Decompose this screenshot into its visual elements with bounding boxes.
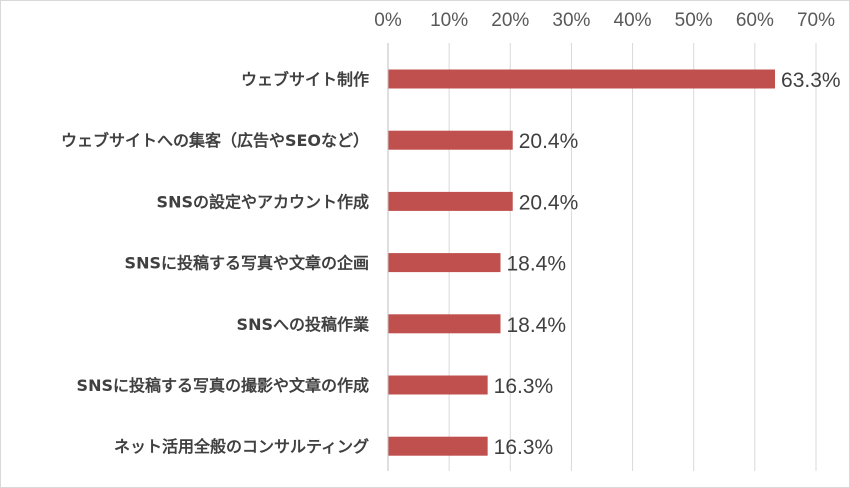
bar bbox=[388, 314, 501, 334]
data-label: 63.3% bbox=[781, 69, 841, 92]
bar bbox=[388, 375, 488, 395]
bar bbox=[388, 69, 776, 89]
category-label: SNSへの投稿作業 bbox=[237, 315, 370, 334]
x-tick-label: 60% bbox=[736, 10, 774, 31]
category-label: ウェブサイトへの集客（広告やSEOなど） bbox=[61, 131, 369, 150]
x-tick-label: 70% bbox=[797, 10, 835, 31]
x-tick-label: 30% bbox=[552, 10, 590, 31]
x-tick-label: 50% bbox=[675, 10, 713, 31]
bar bbox=[388, 130, 513, 150]
data-label: 16.3% bbox=[494, 436, 554, 459]
x-axis-ticks: 0% 10% 20% 30% 40% 50% 60% 70% bbox=[374, 10, 835, 31]
bar bbox=[388, 191, 513, 211]
x-tick-label: 0% bbox=[374, 10, 402, 31]
category-label: ネット活用全般のコンサルティング bbox=[114, 437, 369, 456]
data-label: 20.4% bbox=[519, 191, 579, 214]
category-label: SNSの設定やアカウント作成 bbox=[157, 192, 369, 211]
data-labels: 63.3% 20.4% 20.4% 18.4% 18.4% 16.3% 16.3% bbox=[494, 69, 841, 459]
category-label: SNSに投稿する写真や文章の企画 bbox=[125, 254, 369, 273]
gridlines bbox=[448, 43, 817, 471]
data-label: 20.4% bbox=[519, 130, 579, 153]
data-label: 18.4% bbox=[506, 314, 566, 337]
data-label: 16.3% bbox=[494, 375, 554, 398]
bars bbox=[388, 69, 776, 456]
bar bbox=[388, 253, 501, 273]
x-tick-label: 10% bbox=[430, 10, 468, 31]
x-tick-label: 20% bbox=[491, 10, 529, 31]
bar bbox=[388, 436, 488, 456]
category-label: ウェブサイト制作 bbox=[241, 70, 369, 89]
x-tick-label: 40% bbox=[614, 10, 652, 31]
data-label: 18.4% bbox=[506, 253, 566, 276]
category-label: SNSに投稿する写真の撮影や文章の作成 bbox=[77, 376, 369, 395]
